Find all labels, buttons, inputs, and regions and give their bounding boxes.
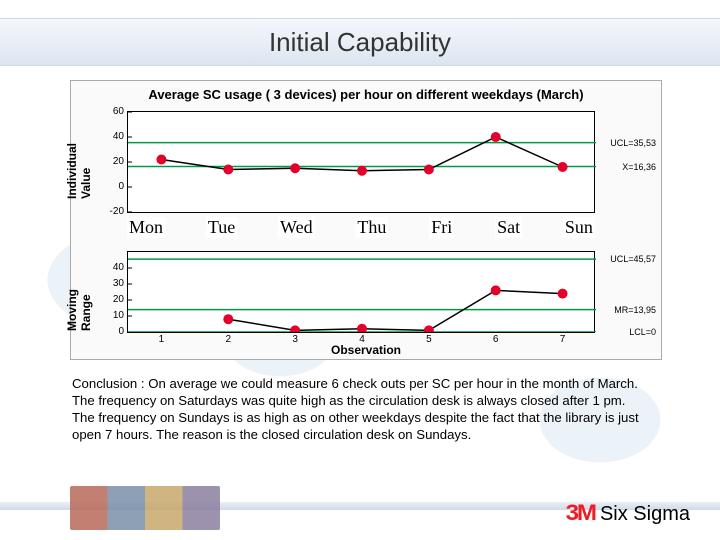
control-chart: Average SC usage ( 3 devices) per hour o… <box>70 80 662 360</box>
logo-3m: 3M <box>566 500 595 526</box>
slide-title: Initial Capability <box>269 27 451 58</box>
chart-title: Average SC usage ( 3 devices) per hour o… <box>71 87 661 102</box>
day-label: Sat <box>495 217 522 238</box>
day-label: Fri <box>429 217 454 238</box>
day-label: Mon <box>127 217 165 238</box>
y-axis-label-1: Individual Value <box>65 121 93 199</box>
day-label: Sun <box>563 217 595 238</box>
panel-moving-range: 010203040UCL=45,57MR=13,95LCL=01234567 <box>127 251 595 333</box>
day-label: Tue <box>206 217 237 238</box>
brand-text: Six Sigma <box>600 503 690 525</box>
title-bar: Initial Capability <box>0 18 720 66</box>
panel-individual: -200204060UCL=35,53X=16,36 <box>127 111 595 213</box>
footer-image <box>70 486 220 530</box>
day-label: Wed <box>278 217 315 238</box>
conclusion-text: Conclusion : On average we could measure… <box>72 376 648 444</box>
day-label: Thu <box>355 217 388 238</box>
day-labels: Mon Tue Wed Thu Fri Sat Sun <box>127 217 595 238</box>
brand: 3MSix Sigma <box>567 500 690 526</box>
x-axis-label: Observation <box>71 343 661 357</box>
y-axis-label-2: Moving Range <box>65 253 93 331</box>
